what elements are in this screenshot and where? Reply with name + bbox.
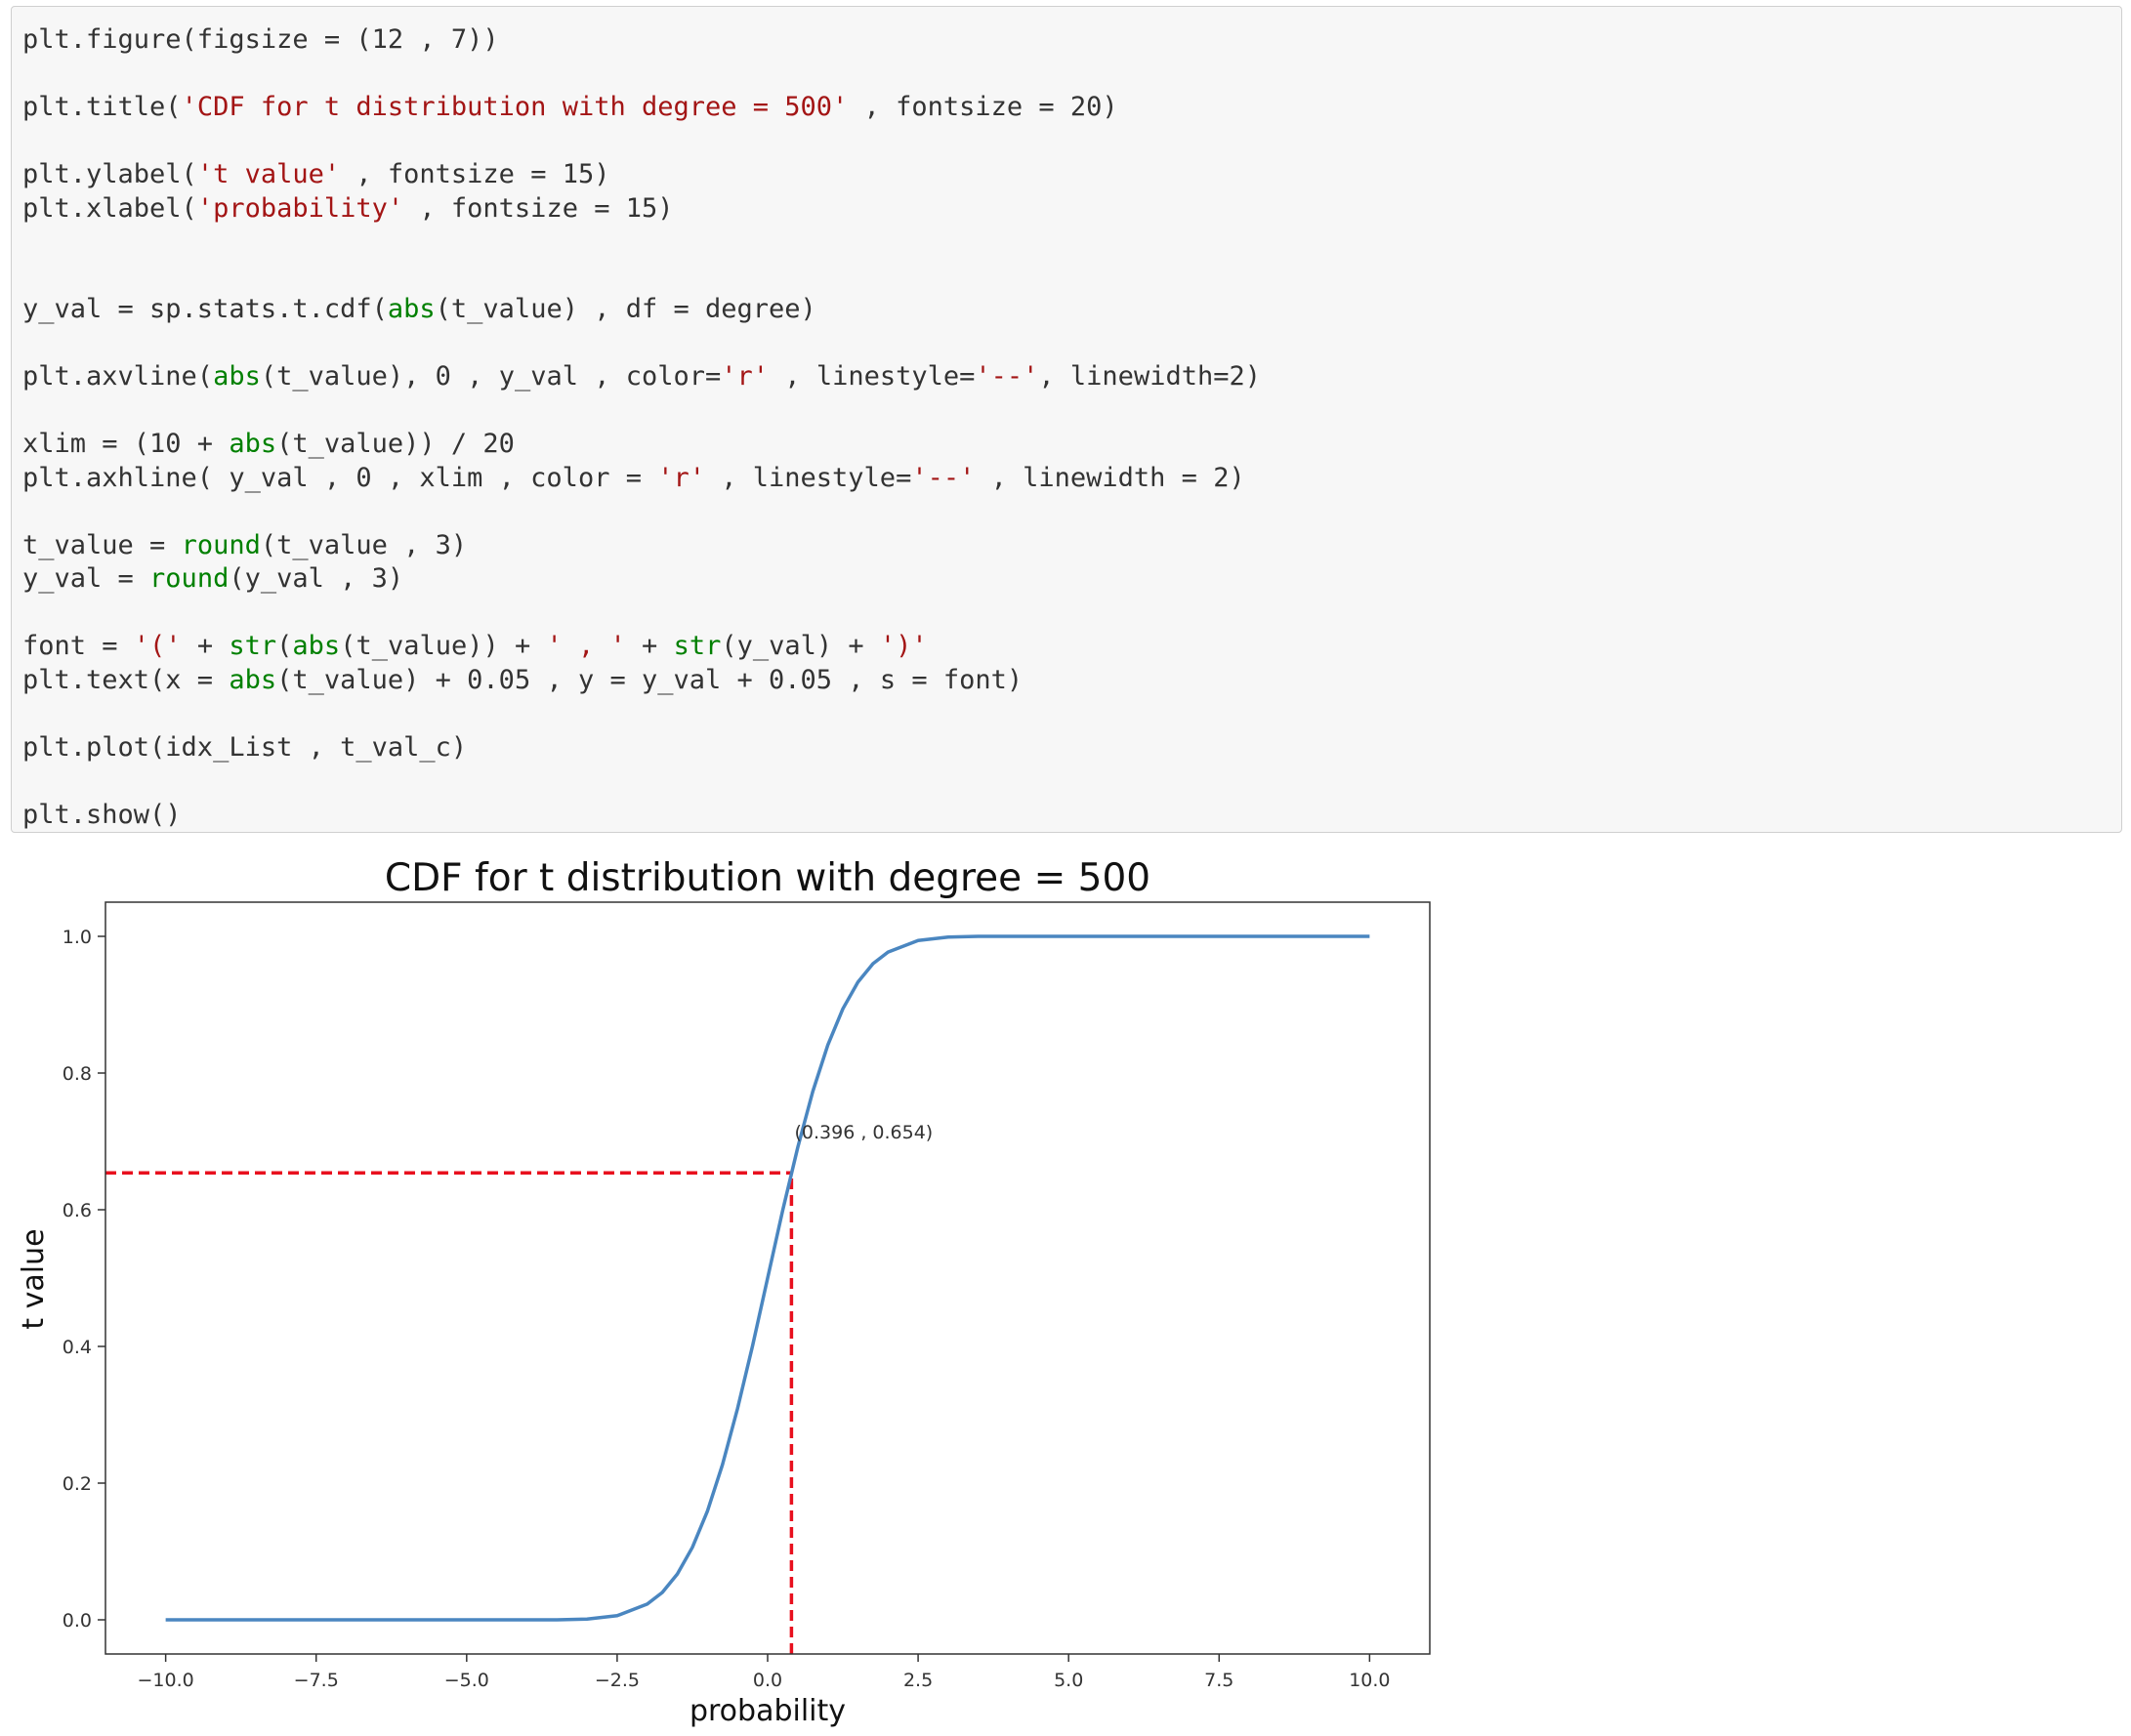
x-tick-label: −2.5 [595, 1670, 640, 1691]
code-token: , fontsize = 20) [848, 92, 1118, 122]
code-token: (t_value), 0 , y_val , color= [260, 361, 722, 392]
code-block: plt.figure(figsize = (12 , 7)) [22, 23, 2121, 58]
code-line: plt.xlabel('probability' , fontsize = 15… [22, 192, 2121, 227]
code-token: (t_value)) + [340, 631, 547, 661]
code-token: abs [292, 631, 341, 661]
code-line: plt.ylabel('t value' , fontsize = 15) [22, 158, 2121, 192]
x-tick-label: 5.0 [1054, 1670, 1083, 1691]
code-block: xlim = (10 + abs(t_value)) / 20 plt.axhli… [22, 428, 2121, 495]
code-line: plt.plot(idx_List , t_val_c) [22, 731, 2121, 765]
code-token: plt.plot(idx_List , t_val_c) [22, 731, 468, 763]
code-token: plt.axhline( y_val , 0 , xlim , color = [22, 462, 658, 493]
code-token: plt.figure(figsize = (12 , 7)) [22, 24, 499, 55]
code-token: plt.xlabel( [22, 192, 197, 224]
annotation: (0.396 , 0.654) [794, 1122, 933, 1143]
code-block: plt.plot(idx_List , t_val_c) [22, 731, 2121, 765]
code-token: , linewidth = 2) [975, 462, 1245, 493]
code-block: plt.ylabel('t value' , fontsize = 15) plt… [22, 158, 2121, 226]
code-token: '--' [911, 462, 976, 493]
y-tick-label: 1.0 [63, 927, 92, 948]
code-token: (t_value) , df = degree) [435, 294, 816, 324]
y-tick-label: 0.2 [63, 1473, 92, 1495]
code-token: 'probability' [196, 192, 404, 224]
code-token: y_val = sp.stats.t.cdf( [22, 294, 388, 324]
code-token: (y_val) + [721, 631, 880, 661]
code-token: , fontsize = 15) [403, 192, 674, 224]
code-token: ( [276, 631, 293, 661]
x-axis-label: probability [689, 1694, 846, 1728]
code-token: 'r' [657, 462, 705, 493]
code-token: 't value' [196, 159, 341, 189]
code-token: plt.ylabel( [22, 159, 197, 189]
x-tick-label: 2.5 [903, 1670, 933, 1691]
code-cell: plt.figure(figsize = (12 , 7)) plt.title(… [11, 6, 2122, 833]
code-token: y_val = [22, 563, 150, 594]
code-token: abs [229, 664, 277, 695]
code-token: str [229, 631, 277, 661]
x-tick-label: 0.0 [753, 1670, 782, 1691]
code-token: plt.text(x = [22, 664, 230, 695]
code-token: plt.axvline( [22, 361, 214, 392]
y-tick-label: 0.8 [63, 1063, 92, 1085]
code-line: plt.title('CDF for t distribution with d… [22, 91, 2121, 125]
code-token: plt.title( [22, 92, 182, 122]
code-token: , fontsize = 15) [340, 159, 610, 189]
code-line: plt.axhline( y_val , 0 , xlim , color = … [22, 462, 2121, 496]
code-token: '--' [975, 361, 1039, 392]
code-block: t_value = round(t_value , 3) y_val = roun… [22, 529, 2121, 597]
axes-frame [104, 901, 1431, 1655]
code-token: abs [229, 429, 277, 459]
code-token: round [149, 563, 230, 594]
x-tick-label: −7.5 [294, 1670, 339, 1691]
code-line: xlim = (10 + abs(t_value)) / 20 [22, 428, 2121, 462]
code-line: plt.axvline(abs(t_value), 0 , y_val , co… [22, 360, 2121, 394]
code-token: str [673, 631, 722, 661]
code-token: , linestyle= [705, 462, 912, 493]
x-tick-label: −10.0 [138, 1670, 194, 1691]
code-block: plt.show() [22, 799, 2121, 833]
code-line: plt.text(x = abs(t_value) + 0.05 , y = y… [22, 664, 2121, 698]
y-tick-label: 0.6 [63, 1200, 92, 1221]
code-token: (t_value)) / 20 [276, 429, 515, 459]
line-series [165, 934, 1370, 1622]
code-token: round [181, 529, 261, 560]
code-token: xlim = (10 + [22, 429, 230, 459]
code-token: ')' [879, 631, 928, 661]
y-axis-label: t value [17, 1228, 51, 1329]
chart-title: CDF for t distribution with degree = 500 [385, 856, 1150, 900]
code-token: , linewidth=2) [1038, 361, 1261, 392]
code-token: plt.show() [22, 799, 182, 830]
code-token: (t_value , 3) [260, 529, 468, 560]
code-block: y_val = sp.stats.t.cdf(abs(t_value) , df… [22, 293, 2121, 327]
code-block: font = '(' + str(abs(t_value)) + ' , ' +… [22, 630, 2121, 697]
code-token: (y_val , 3) [229, 563, 404, 594]
y-tick-label: 0.0 [63, 1610, 92, 1632]
code-line: y_val = round(y_val , 3) [22, 562, 2121, 597]
code-token: '(' [133, 631, 182, 661]
code-token: + [181, 631, 230, 661]
code-token: 'CDF for t distribution with degree = 50… [181, 92, 849, 122]
y-tick-label: 0.4 [63, 1337, 92, 1358]
code-line: font = '(' + str(abs(t_value)) + ' , ' +… [22, 630, 2121, 664]
code-token: font = [22, 631, 134, 661]
x-tick-label: 7.5 [1204, 1670, 1233, 1691]
code-token: 'r' [721, 361, 770, 392]
code-block: plt.title('CDF for t distribution with d… [22, 91, 2121, 125]
code-line: plt.figure(figsize = (12 , 7)) [22, 23, 2121, 58]
code-line: y_val = sp.stats.t.cdf(abs(t_value) , df… [22, 293, 2121, 327]
x-tick-label: −5.0 [444, 1670, 489, 1691]
code-token: ' , ' [546, 631, 626, 661]
code-token: t_value = [22, 529, 182, 560]
code-token: + [625, 631, 674, 661]
code-token: abs [387, 294, 436, 324]
code-block: plt.axvline(abs(t_value), 0 , y_val , co… [22, 360, 2121, 394]
code-token: abs [213, 361, 261, 392]
x-tick-label: 10.0 [1349, 1670, 1390, 1691]
code-line: t_value = round(t_value , 3) [22, 529, 2121, 563]
code-line: plt.show() [22, 799, 2121, 833]
code-token: (t_value) + 0.05 , y = y_val + 0.05 , s … [276, 664, 1024, 695]
code-token: , linestyle= [769, 361, 976, 392]
